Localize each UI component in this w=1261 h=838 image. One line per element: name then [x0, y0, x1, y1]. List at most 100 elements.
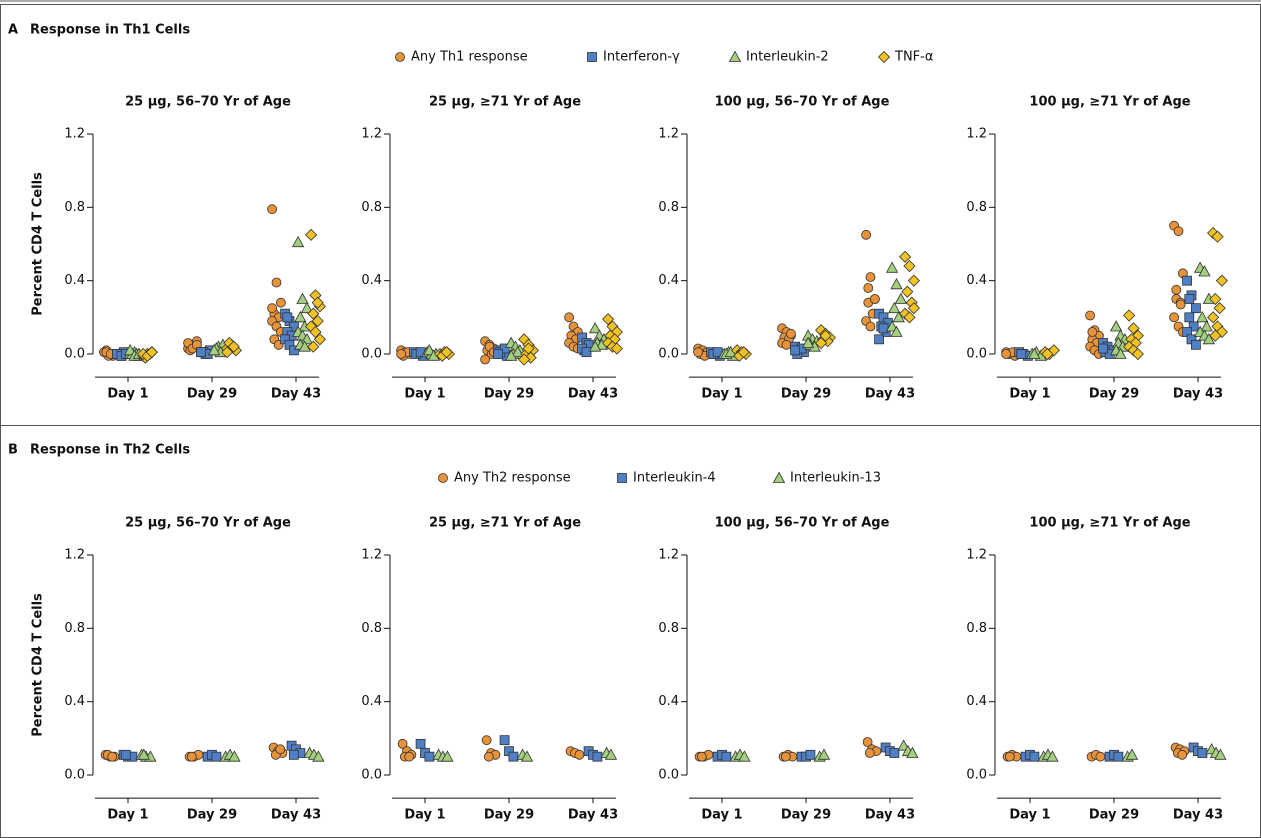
legend-label: Any Th2 response	[454, 471, 571, 486]
x-tick-label: Day 29	[781, 808, 831, 823]
y-tick-label: 1.2	[361, 127, 382, 142]
y-tick-label: 0.4	[966, 694, 987, 709]
legend-label: Interferon-γ	[603, 50, 680, 65]
point	[885, 320, 899, 332]
point	[415, 738, 426, 749]
point	[889, 748, 900, 758]
point	[522, 342, 535, 355]
point	[1215, 274, 1228, 287]
point	[819, 329, 832, 342]
point	[564, 312, 574, 323]
panel-title: Response in Th2 Cells	[30, 443, 190, 458]
point	[1171, 284, 1182, 295]
point	[282, 312, 293, 323]
point	[1114, 347, 1127, 359]
point	[1123, 309, 1136, 322]
point	[275, 297, 286, 308]
point	[300, 333, 314, 345]
point	[493, 349, 504, 359]
y-tick-label: 1.2	[658, 127, 679, 142]
point	[1041, 347, 1054, 361]
x-tick-label: Day 1	[701, 387, 742, 402]
y-tick-label: 0.0	[64, 347, 85, 362]
x-tick-label: Day 29	[1089, 387, 1139, 402]
y-tick-label: 0.8	[658, 621, 679, 636]
point	[483, 751, 494, 762]
y-tick-label: 0.4	[966, 273, 987, 288]
point	[815, 336, 828, 350]
point	[300, 301, 314, 314]
chart-title: 25 μg, 56–70 Yr of Age	[125, 95, 291, 110]
y-tick-label: 0.8	[361, 200, 382, 215]
panel-label: A	[8, 23, 18, 38]
point	[499, 343, 510, 354]
point	[312, 750, 325, 762]
point	[786, 328, 796, 339]
point	[288, 749, 299, 760]
point	[211, 751, 222, 762]
point	[267, 303, 278, 314]
legend-marker	[877, 50, 891, 64]
point	[604, 748, 618, 760]
point	[307, 340, 320, 353]
point	[907, 302, 920, 315]
y-tick-label: 0.4	[64, 694, 85, 709]
point	[581, 347, 592, 358]
point	[1191, 303, 1201, 314]
point	[693, 347, 703, 358]
y-tick-label: 0.4	[361, 694, 382, 709]
point	[196, 347, 207, 358]
point	[396, 349, 407, 359]
point	[903, 311, 916, 324]
y-tick-label: 1.2	[64, 127, 85, 142]
point	[1001, 349, 1011, 359]
point	[906, 746, 919, 758]
point	[1209, 292, 1222, 306]
point	[781, 339, 792, 350]
point	[1004, 751, 1015, 762]
point	[721, 751, 732, 762]
point	[221, 346, 234, 359]
point	[890, 325, 903, 337]
point	[737, 346, 750, 359]
point	[907, 274, 920, 287]
point	[271, 277, 282, 288]
chart-title: 25 μg, 56–70 Yr of Age	[125, 516, 291, 531]
legend-label: Interleukin-13	[790, 471, 881, 486]
point	[307, 307, 320, 320]
point	[404, 751, 415, 762]
point	[520, 750, 534, 762]
point	[1188, 321, 1199, 332]
chart-title: 100 μg, 56–70 Yr of Age	[715, 95, 890, 110]
point	[311, 296, 324, 309]
y-tick-label: 0.4	[658, 694, 679, 709]
legend-marker	[617, 473, 627, 483]
x-tick-label: Day 1	[1009, 808, 1050, 823]
legend-label: Interleukin-4	[633, 471, 716, 486]
y-tick-label: 0.0	[966, 347, 987, 362]
point	[899, 250, 912, 263]
point	[423, 344, 436, 356]
point	[1127, 322, 1140, 335]
frame	[0, 4, 1261, 838]
x-tick-label: Day 29	[484, 387, 534, 402]
point	[870, 294, 880, 304]
legend-label: Any Th1 response	[411, 50, 528, 65]
point	[441, 750, 454, 762]
point	[861, 229, 871, 240]
point	[207, 344, 221, 356]
point	[1197, 748, 1208, 758]
point	[145, 346, 158, 359]
chart-title: 100 μg, 56–70 Yr of Age	[715, 516, 890, 531]
point	[1198, 265, 1211, 277]
y-tick-label: 1.2	[966, 127, 987, 142]
point	[863, 283, 874, 293]
point	[1200, 320, 1213, 332]
y-tick-label: 0.4	[658, 273, 679, 288]
point	[504, 349, 518, 361]
legend-label: Interleukin-2	[746, 50, 829, 65]
point	[123, 344, 137, 356]
point	[1028, 347, 1041, 359]
point	[294, 311, 307, 323]
panel-title: Response in Th1 Cells	[30, 23, 190, 38]
